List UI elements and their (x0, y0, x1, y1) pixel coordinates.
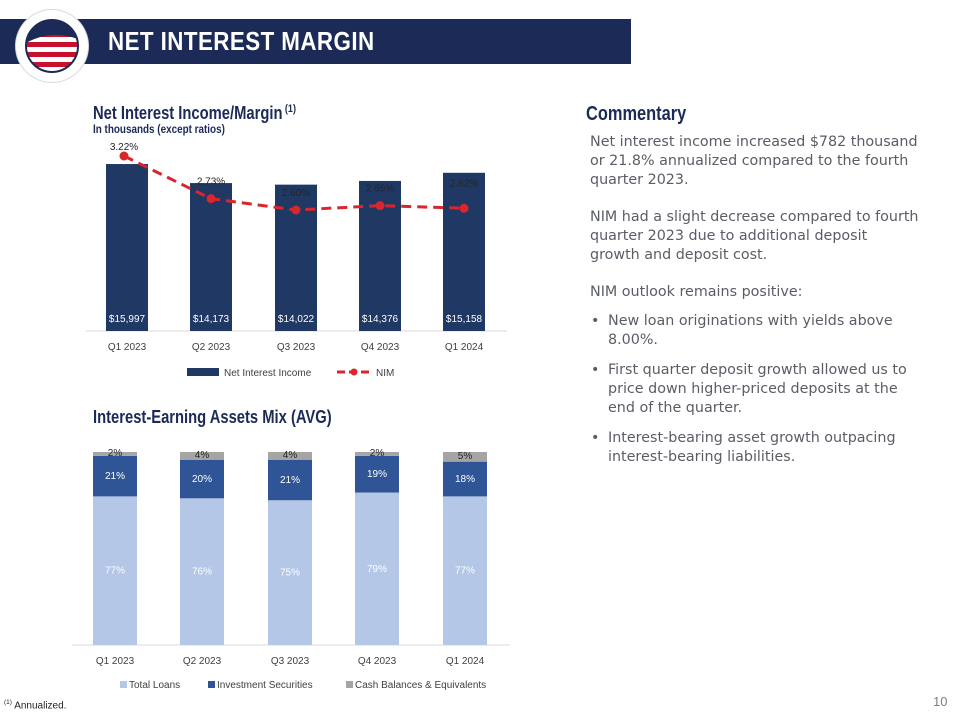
chart1-title: Net Interest Income/Margin (1) (93, 103, 296, 124)
company-logo (16, 10, 88, 82)
nii-bar (443, 172, 485, 331)
commentary-paragraph: NIM outlook remains positive: (590, 284, 803, 300)
flag-globe-icon (25, 19, 79, 73)
footnote-marker: (1) (4, 699, 12, 706)
x-tick-label: Q1 2024 (446, 656, 485, 667)
nim-data-label: 2.62% (450, 178, 478, 189)
legend-label: Investment Securities (217, 680, 313, 691)
legend-swatch (346, 681, 353, 688)
mix-bar-segment (93, 455, 137, 497)
x-tick-label: Q1 2023 (96, 656, 135, 667)
mix-data-label: 79% (367, 564, 387, 575)
mix-data-label: 21% (280, 475, 300, 486)
legend-swatch (208, 681, 215, 688)
nim-data-label: 2.73% (197, 177, 225, 188)
nim-point (206, 194, 216, 204)
mix-data-label: 2% (370, 448, 385, 459)
mix-data-label: 5% (458, 451, 473, 462)
mix-bar-segment (355, 492, 399, 645)
mix-data-label: 4% (283, 450, 298, 461)
x-tick-label: Q4 2023 (361, 342, 400, 353)
footnote-text: Annualized. (14, 700, 67, 712)
x-tick-label: Q1 2023 (108, 342, 147, 353)
mix-data-label: 75% (280, 568, 300, 579)
mix-bar-segment (93, 452, 137, 456)
header-bar (0, 19, 631, 64)
mix-bar-segment (443, 461, 487, 497)
mix-data-label: 4% (195, 450, 210, 461)
commentary-bullet: Interest-bearing asset growth outpacing … (590, 429, 920, 467)
mix-bar-segment (93, 496, 137, 645)
legend-label-nim: NIM (376, 368, 394, 379)
commentary-body: Net interest income increased $782 thous… (590, 133, 920, 478)
mix-bar-segment (180, 459, 224, 499)
mix-data-label: 77% (105, 566, 125, 577)
mix-data-label: 19% (367, 469, 387, 480)
nii-data-label: $14,173 (193, 314, 230, 325)
nim-data-label: 2.60% (282, 188, 310, 199)
x-tick-label: Q2 2023 (192, 342, 231, 353)
nim-point (119, 151, 129, 161)
nii-bar (106, 164, 148, 331)
nii-data-label: $14,022 (278, 314, 315, 325)
commentary-paragraph: Net interest income increased $782 thous… (590, 134, 918, 188)
chart1-title-text: Net Interest Income/Margin (93, 103, 283, 123)
commentary-bullet: First quarter deposit growth allowed us … (590, 361, 920, 418)
mix-bar-segment (180, 498, 224, 645)
legend-label: Total Loans (129, 680, 180, 691)
commentary-bullet: New loan originations with yields above … (590, 312, 920, 350)
commentary-paragraph: NIM had a slight decrease compared to fo… (590, 209, 919, 263)
mix-data-label: 77% (455, 566, 475, 577)
x-tick-label: Q2 2023 (183, 656, 222, 667)
legend-label: Cash Balances & Equivalents (355, 680, 486, 691)
mix-bar-segment (268, 459, 312, 501)
legend-swatch (120, 681, 127, 688)
mix-bar-segment (180, 452, 224, 460)
net-interest-income-chart: $15,997 Q1 2023 $14,173 Q2 2023 $14,022 Q3 20… (86, 142, 507, 379)
x-tick-label: Q4 2023 (358, 656, 397, 667)
mix-bar-segment (268, 452, 312, 460)
mix-data-label: 21% (105, 471, 125, 482)
nim-point (375, 201, 385, 211)
x-tick-label: Q1 2024 (445, 342, 484, 353)
legend-swatch-nii (187, 368, 219, 376)
mix-data-label: 2% (108, 448, 123, 459)
mix-bar-segment (355, 455, 399, 493)
legend-marker-nim (350, 368, 358, 376)
nii-data-label: $14,376 (362, 314, 399, 325)
nii-bar (190, 183, 232, 331)
x-tick-label: Q3 2023 (277, 342, 316, 353)
footnote: (1) Annualized. (4, 699, 66, 711)
legend-label-nii: Net Interest Income (224, 368, 312, 379)
commentary-title: Commentary (586, 103, 687, 125)
mix-data-label: 18% (455, 474, 475, 485)
asset-mix-chart: 77% 21% 2% Q1 2023 76% 20% 4% Q2 2023 75% 21% 4% Q3… (72, 448, 510, 691)
chart1-title-footnote-ref: (1) (284, 103, 296, 115)
chart1-subtitle: In thousands (except ratios) (93, 124, 225, 136)
x-tick-label: Q3 2023 (271, 656, 310, 667)
mix-bar-segment (443, 496, 487, 645)
mix-bar-segment (355, 452, 399, 456)
page-number: 10 (933, 694, 948, 709)
commentary-bullet-list: New loan originations with yields above … (590, 312, 920, 467)
mix-bar-segment (268, 500, 312, 645)
nim-point (459, 203, 469, 213)
nim-data-label: 2.65% (366, 184, 394, 195)
mix-data-label: 20% (192, 474, 212, 485)
mix-bar-segment (443, 452, 487, 462)
nii-data-label: $15,997 (109, 314, 146, 325)
nim-data-label: 3.22% (110, 142, 138, 153)
page-title: NET INTEREST MARGIN (108, 26, 375, 56)
nii-data-label: $15,158 (446, 314, 483, 325)
nim-point (291, 205, 301, 215)
mix-data-label: 76% (192, 567, 212, 578)
chart2-title: Interest-Earning Assets Mix (AVG) (93, 407, 332, 427)
